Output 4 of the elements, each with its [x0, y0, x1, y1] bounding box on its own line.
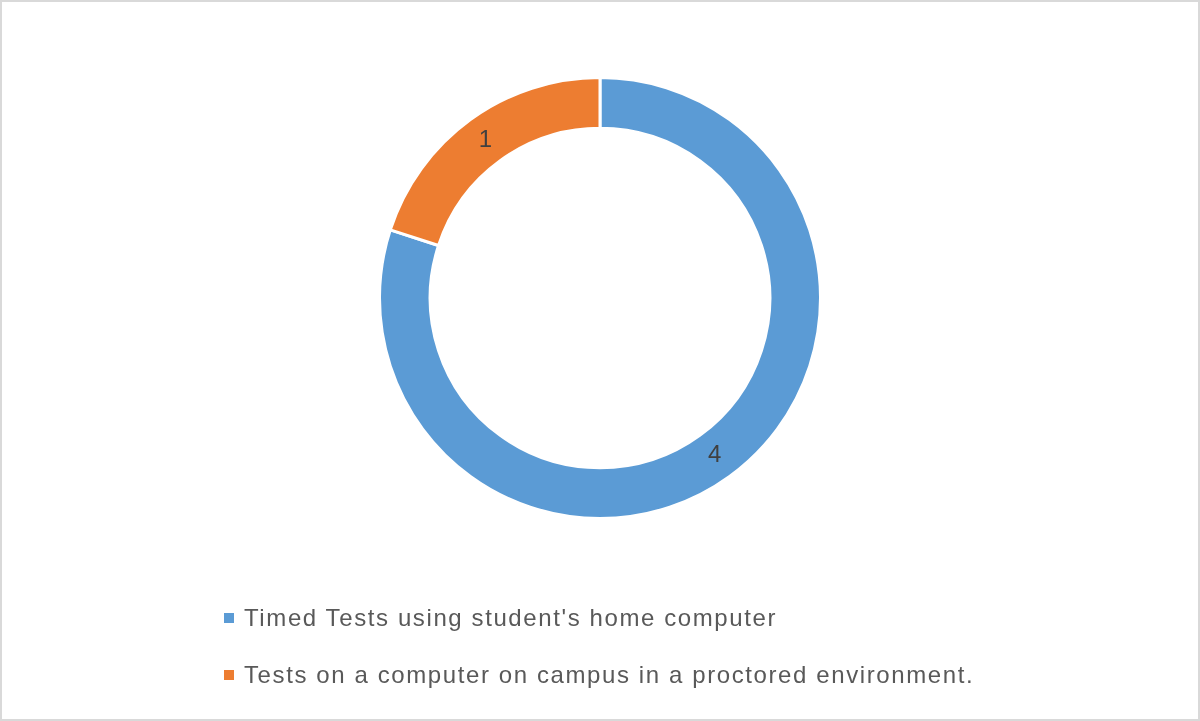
data-label: 4: [708, 440, 722, 468]
legend-label: Timed Tests using student's home computer: [244, 603, 778, 633]
legend-label: Tests on a computer on campus in a proctored environment.: [244, 660, 975, 690]
data-label: 1: [478, 124, 492, 152]
